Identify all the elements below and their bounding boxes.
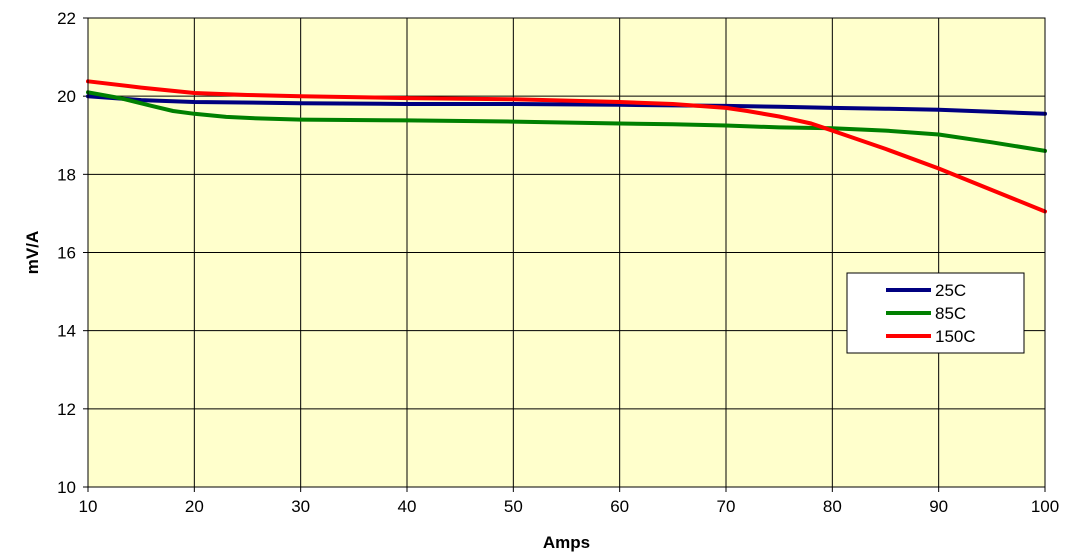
x-tick-label: 30 [291,497,310,516]
x-tick-label: 20 [185,497,204,516]
x-tick-label: 10 [79,497,98,516]
legend-box [846,272,1025,354]
legend-label-85c: 85C [935,304,966,323]
x-tick-label: 40 [398,497,417,516]
x-tick-label: 100 [1031,497,1059,516]
y-tick-label: 20 [57,87,76,106]
y-tick-label: 14 [57,322,76,341]
x-tick-label: 90 [929,497,948,516]
y-axis-ticks: 10 12 14 16 18 20 22 [57,9,88,497]
plot-border [87,17,1046,488]
x-tick-label: 50 [504,497,523,516]
legend: 25C 85C 150C [846,272,1025,354]
series-line-85c [86,90,1047,153]
y-tick-label: 18 [57,165,76,184]
y-tick-label: 16 [57,244,76,263]
y-tick-label: 10 [57,478,76,497]
x-tick-label: 60 [610,497,629,516]
legend-label-150c: 150C [935,327,976,346]
legend-label-25c: 25C [935,281,966,300]
x-tick-label: 80 [823,497,842,516]
y-tick-label: 22 [57,9,76,28]
x-axis-ticks: 10 20 30 40 50 60 70 80 90 100 [79,487,1059,516]
series-lines [86,79,1047,214]
x-axis-label: Amps [543,533,590,552]
series-line-150c [86,79,1047,214]
x-tick-label: 70 [717,497,736,516]
y-axis-label: mV/A [23,231,42,274]
y-tick-label: 12 [57,400,76,419]
